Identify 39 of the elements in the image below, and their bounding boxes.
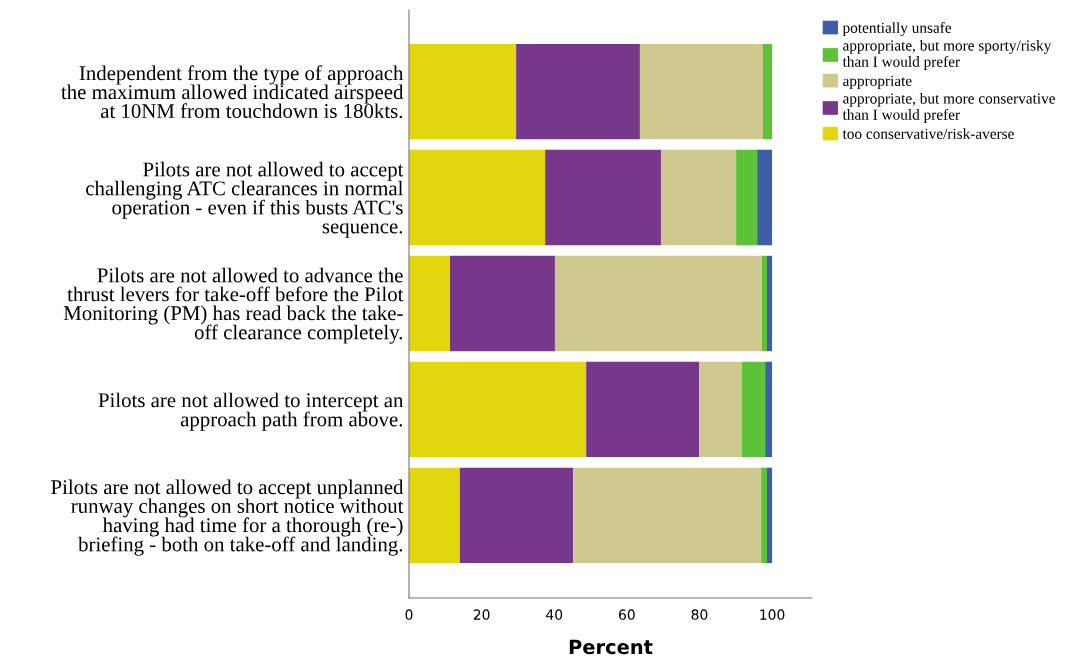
- legend-label: potentially unsafe: [842, 22, 952, 37]
- bar: [516, 43, 640, 140]
- bar: [545, 149, 661, 246]
- y-tick-label: Pilots are not allowed to accept unplanned runway changes on short notice without having had time for a thorough (re-) briefing - both on take-off and landing.: [51, 479, 404, 556]
- bar: [766, 467, 773, 564]
- bar: [699, 361, 742, 458]
- bar: [762, 43, 773, 140]
- y-tick-label: Pilots are not allowed to accept challenging ATC clearances in normal operation - even if this busts ATC's sequence.: [86, 161, 404, 238]
- bar: [459, 467, 574, 564]
- y-tick-label: Pilots are not allowed to advance the thrust levers for take-off before the Pilot Monitoring (PM) has read back the take- off clearance completely.: [63, 267, 404, 344]
- bar: [761, 467, 767, 564]
- x-tick-label: 0: [405, 609, 413, 620]
- bar: [450, 255, 555, 352]
- x-tick-label: 100: [760, 609, 785, 620]
- x-tick-label: 60: [618, 609, 635, 620]
- bar: [554, 255, 762, 352]
- y-tick-label: Independent from the type of approach the maximum allowed indicated airspeed at 10NM from touchdown is 180kts.: [61, 65, 404, 119]
- x-tick-label: 80: [691, 609, 708, 620]
- bar: [766, 255, 773, 352]
- x-axis-title: Percent: [569, 639, 653, 655]
- bar: [586, 361, 700, 458]
- bar: [409, 149, 546, 246]
- bar: [409, 255, 451, 352]
- y-tick-label: Pilots are not allowed to intercept an approach path from above.: [98, 392, 404, 431]
- bar: [573, 467, 762, 564]
- bar: [741, 361, 766, 458]
- bar: [639, 43, 763, 140]
- legend-label: too conservative/risk-averse: [842, 128, 1014, 139]
- x-tick-label: 40: [546, 609, 563, 620]
- bar: [409, 361, 587, 458]
- bar: [765, 361, 773, 458]
- bar: [761, 255, 767, 352]
- legend-label: appropriate: [843, 75, 912, 90]
- bar: [736, 149, 758, 246]
- bar: [757, 149, 773, 246]
- bar: [409, 467, 460, 564]
- bar: [660, 149, 737, 246]
- x-tick-label: 20: [473, 609, 490, 620]
- bar: [409, 43, 517, 140]
